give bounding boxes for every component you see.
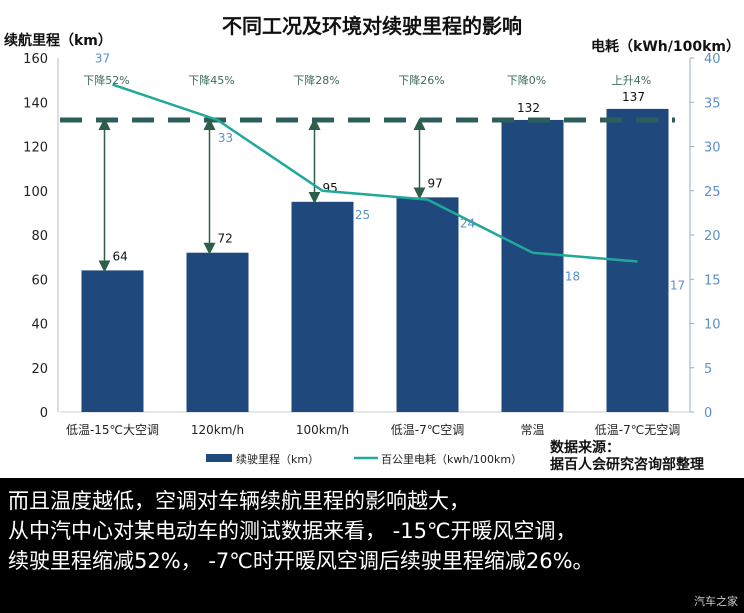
annotation: 上升4% xyxy=(612,74,651,87)
y2-tick-label: 15 xyxy=(704,273,721,288)
line-data-label: 37 xyxy=(95,52,110,66)
annotation: 下降0% xyxy=(507,73,546,87)
line-series xyxy=(112,83,638,263)
y2-axis-title: 电耗（kWh/100km） xyxy=(591,39,740,55)
legend-bar-label: 续驶里程（km） xyxy=(236,452,319,466)
line-data-label: 33 xyxy=(218,131,233,145)
caption-line: 从中汽中心对某电动车的测试数据来看， -15℃开暖风空调， xyxy=(8,519,577,543)
bar-data-label: 97 xyxy=(428,176,443,190)
caption: 而且温度越低，空调对车辆续航里程的影响越大， 从中汽中心对某电动车的测试数据来看… xyxy=(0,478,744,613)
x-tick-label: 低温-15℃大空调 xyxy=(66,423,159,437)
chart-title: 不同工况及环境对续驶里程的影响 xyxy=(222,14,522,38)
y-tick-label: 20 xyxy=(31,362,48,377)
source-text: 据百人会研究咨询部整理 xyxy=(550,457,704,473)
bar xyxy=(186,252,249,412)
y-tick-label: 40 xyxy=(31,318,48,333)
y2-tick-label: 0 xyxy=(704,406,712,421)
source-label: 数据来源： xyxy=(550,440,620,456)
annotation: 下降45% xyxy=(188,73,234,87)
y2-tick-label: 25 xyxy=(704,185,721,200)
y-axis-title: 续航里程（km） xyxy=(4,33,112,49)
y2-tick-label: 5 xyxy=(704,362,712,377)
legend-line-label: 百公里电耗（kwh/100km） xyxy=(381,453,522,466)
chart: 0 20 40 60 80 100 120 140 160 0 5 10 15 20 25 30 35 40 低温-… xyxy=(23,52,721,466)
y-tick-label: 120 xyxy=(23,141,48,156)
y2-tick-label: 35 xyxy=(704,96,721,111)
watermark: 汽车之家 xyxy=(694,595,738,608)
y-tick-label: 80 xyxy=(31,229,48,244)
bar xyxy=(81,270,144,412)
legend-bar-swatch xyxy=(206,454,232,462)
annotation: 下降28% xyxy=(293,73,339,87)
y-tick-label: 160 xyxy=(23,52,48,67)
bar-data-label: 132 xyxy=(517,101,540,115)
bar xyxy=(501,119,564,412)
annotation: 下降52% xyxy=(83,73,129,87)
y-tick-label: 100 xyxy=(23,185,48,200)
y-tick-label: 0 xyxy=(40,406,48,421)
caption-line: 而且温度越低，空调对车辆续航里程的影响越大， xyxy=(8,489,470,513)
x-tick-label: 低温-7℃无空调 xyxy=(595,423,680,437)
y2-tick-label: 20 xyxy=(704,229,721,244)
x-tick-label: 低温-7℃空调 xyxy=(391,423,464,437)
y2-tick-label: 10 xyxy=(704,318,721,333)
bar-data-label: 137 xyxy=(622,90,645,104)
y2-tick-label: 40 xyxy=(704,52,721,67)
line-data-label: 18 xyxy=(565,270,580,284)
y-tick-label: 140 xyxy=(23,96,48,111)
bar-data-label: 72 xyxy=(218,232,233,246)
bar-data-label: 64 xyxy=(113,249,128,263)
bar xyxy=(291,201,354,412)
y2-tick-label: 30 xyxy=(704,141,721,156)
line-data-label: 25 xyxy=(355,208,370,222)
x-tick-label: 常温 xyxy=(520,423,544,437)
line-data-label: 17 xyxy=(670,279,685,293)
source-note: 数据来源： 据百人会研究咨询部整理 xyxy=(550,440,704,474)
x-tick-label: 120km/h xyxy=(191,423,244,437)
annotation: 下降26% xyxy=(398,73,444,87)
x-tick-label: 100km/h xyxy=(296,423,349,437)
caption-line: 续驶里程缩减52%， -7℃时开暖风空调后续驶里程缩减26%。 xyxy=(8,549,594,573)
line-data-label: 24 xyxy=(460,217,475,231)
y-tick-label: 60 xyxy=(31,273,48,288)
bar xyxy=(396,197,459,412)
